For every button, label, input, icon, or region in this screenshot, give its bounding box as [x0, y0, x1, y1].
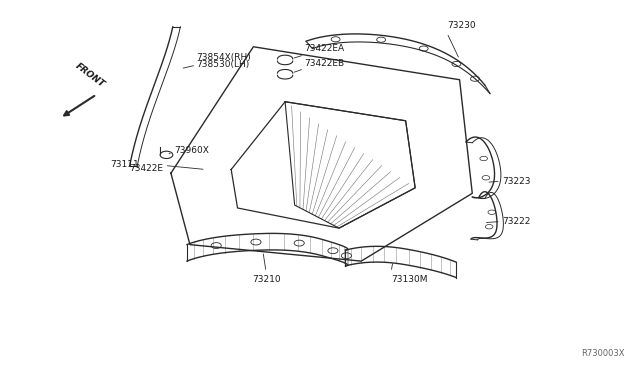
- Text: 73854X(RH): 73854X(RH): [196, 53, 251, 62]
- Text: R730003X: R730003X: [581, 349, 625, 358]
- Text: 73422EA: 73422EA: [304, 44, 344, 53]
- Text: 73422EB: 73422EB: [304, 59, 344, 68]
- Text: 73960X: 73960X: [174, 146, 209, 155]
- Text: 738530(LH): 738530(LH): [196, 61, 250, 70]
- Text: 73222: 73222: [502, 217, 531, 226]
- Text: 73230: 73230: [447, 21, 476, 30]
- Text: FRONT: FRONT: [74, 62, 107, 90]
- Text: 73111: 73111: [111, 160, 139, 169]
- Text: 73223: 73223: [502, 177, 531, 186]
- Text: 73130M: 73130M: [391, 275, 428, 284]
- Text: 73422E: 73422E: [130, 164, 164, 173]
- Text: 73210: 73210: [252, 275, 280, 284]
